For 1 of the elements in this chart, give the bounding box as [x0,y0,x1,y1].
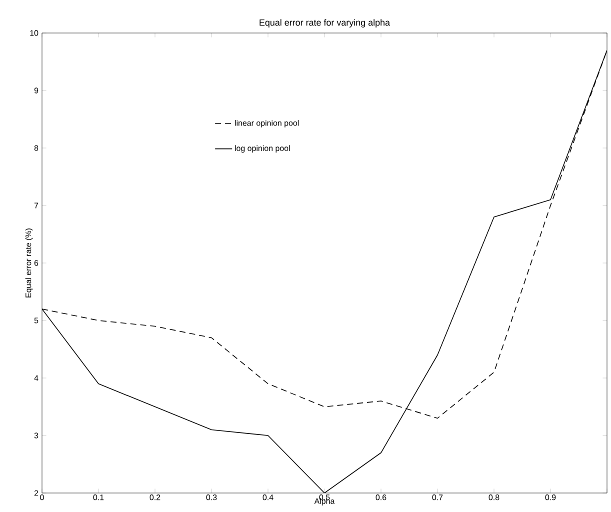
chart-title: Equal error rate for varying alpha [260,19,390,28]
